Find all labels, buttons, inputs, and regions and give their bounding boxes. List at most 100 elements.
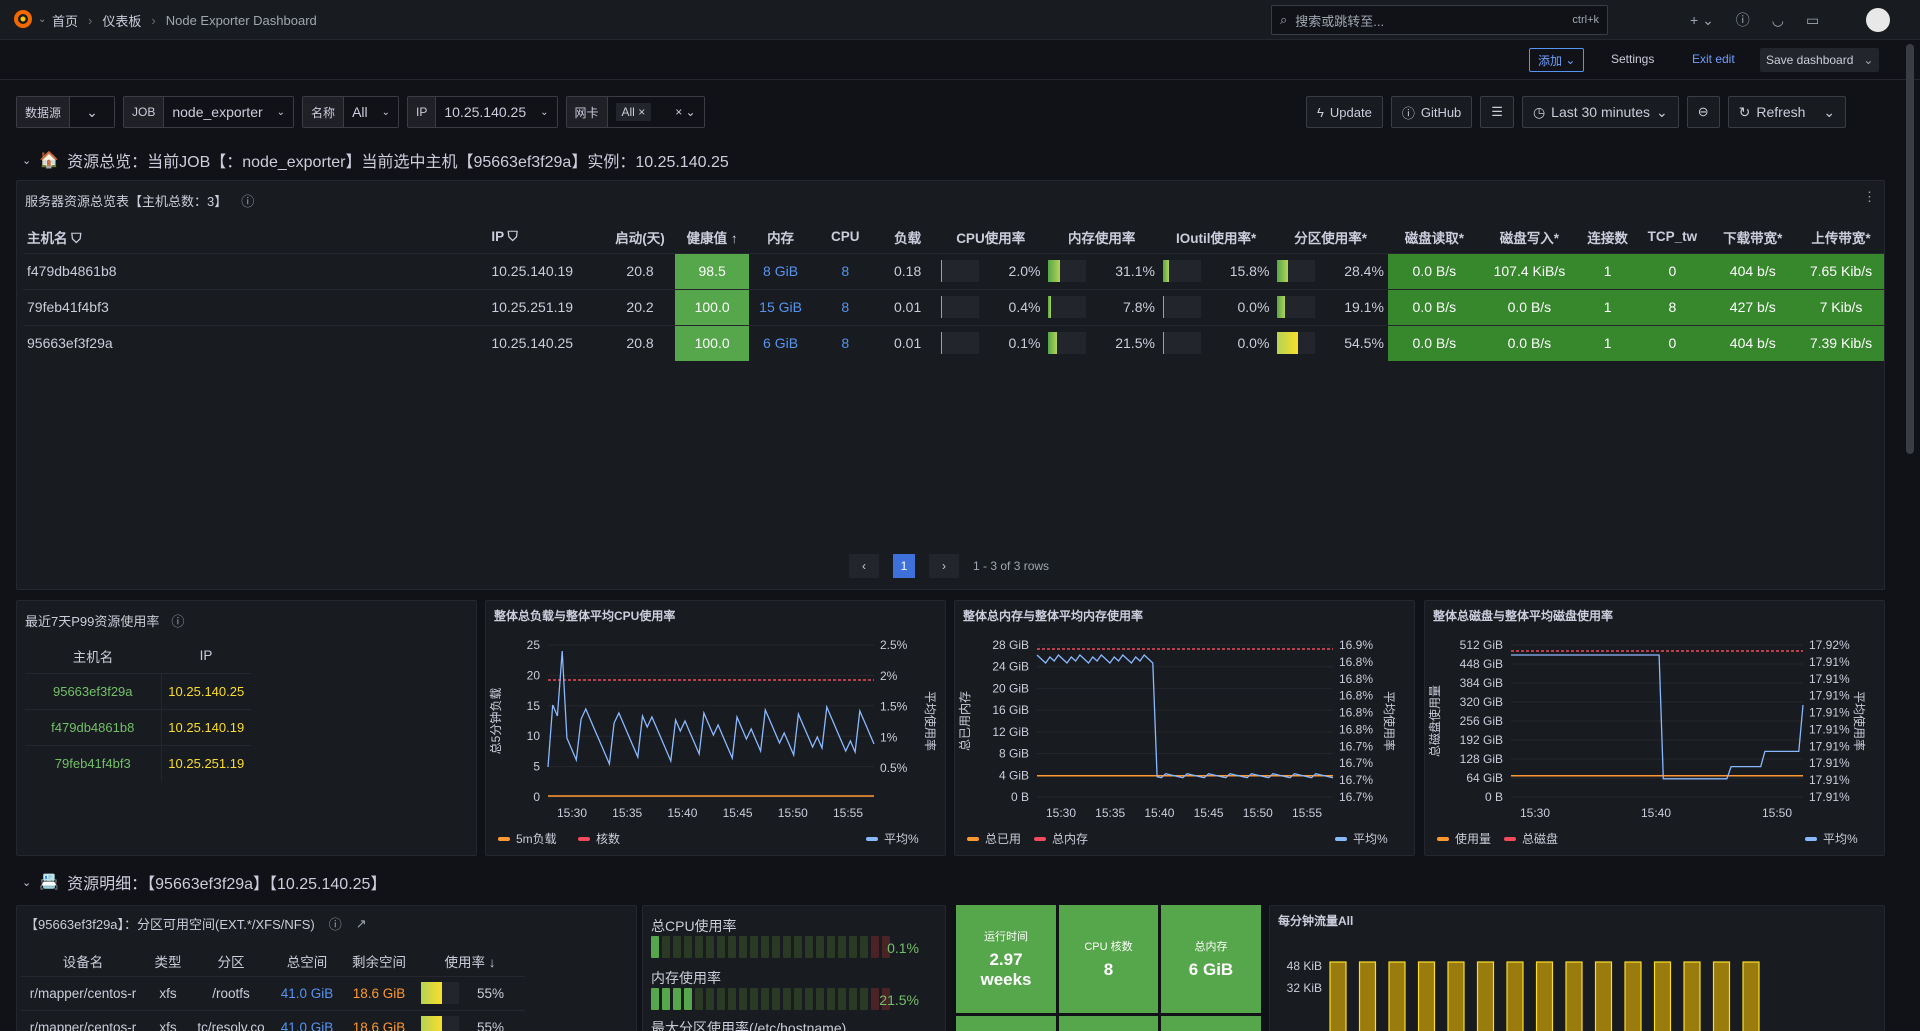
info-icon: ⓘ bbox=[171, 614, 185, 629]
gauge-segment bbox=[871, 936, 879, 958]
cell-mem_pct: 31.1% bbox=[1044, 252, 1159, 289]
y-left-tick: 64 GiB bbox=[1466, 771, 1503, 785]
github-button[interactable]: ⓘ GitHub bbox=[1390, 96, 1473, 128]
save-dashboard-button[interactable]: Save dashboard ⌄ bbox=[1760, 48, 1880, 72]
avatar[interactable] bbox=[1866, 8, 1890, 32]
row-overview[interactable]: ⌄ 🏠 资源总览：当前JOB【：node_exporter】当前选中主机【956… bbox=[22, 148, 729, 172]
y-left-label: 总磁盘使用量 bbox=[1427, 685, 1442, 757]
gauge-segment bbox=[794, 936, 802, 958]
x-tick: 15:55 bbox=[833, 806, 863, 820]
var-job[interactable]: JOB node_exporter ⌄ bbox=[123, 96, 295, 128]
y-left-tick: 5 bbox=[533, 760, 540, 774]
help-icon[interactable]: ⓘ bbox=[1735, 12, 1750, 28]
cell-ip: 10.25.140.25 bbox=[487, 324, 605, 361]
cell-write: 107.4 KiB/s bbox=[1480, 252, 1579, 289]
gauge-segment bbox=[761, 936, 769, 958]
traffic-bar bbox=[1447, 961, 1465, 1031]
p99-header-ip: IP bbox=[199, 648, 213, 664]
gauge-segment bbox=[706, 988, 714, 1010]
part-cell-1: xfs bbox=[145, 1009, 191, 1031]
y-left-tick: 28 GiB bbox=[992, 638, 1029, 652]
part-col-3: 总空间 bbox=[286, 954, 328, 970]
col-header-4: 内存 bbox=[767, 230, 795, 246]
scrollbar[interactable] bbox=[1906, 44, 1914, 454]
var-ip[interactable]: IP 10.25.140.25 ⌄ bbox=[407, 96, 558, 128]
refresh-button[interactable]: ↻ Refresh ⌄ bbox=[1727, 96, 1847, 128]
gauge-segment bbox=[882, 988, 890, 1010]
x-tick: 15:50 bbox=[778, 806, 808, 820]
gauge-segment bbox=[662, 936, 670, 958]
legend-label: 总磁盘 bbox=[1522, 831, 1558, 846]
y-left-tick: 20 bbox=[527, 668, 541, 682]
row-detail[interactable]: ⌄ 📇 资源明细：【95663ef3f29a】【10.25.140.25】 bbox=[22, 870, 386, 894]
search-input[interactable]: ⌕ 搜索或跳转至... ctrl+k bbox=[1271, 5, 1608, 35]
legend-label: 核数 bbox=[596, 831, 620, 846]
col-header-14: TCP_tw bbox=[1647, 229, 1698, 245]
var-nic[interactable]: 网卡 All × × ⌄ bbox=[565, 96, 705, 128]
part-cell-1: xfs bbox=[145, 975, 191, 1010]
gauge-bar bbox=[940, 260, 979, 282]
menu-button[interactable]: ☰ bbox=[1480, 96, 1514, 128]
cell-down: 404 b/s bbox=[1707, 324, 1798, 361]
breadcrumb-current: Node Exporter Dashboard bbox=[165, 13, 317, 28]
add-button[interactable]: 添加 ⌄ bbox=[1529, 48, 1585, 72]
y-right-tick: 16.9% bbox=[1339, 638, 1373, 652]
zoom-out-button[interactable]: ⊖ bbox=[1686, 96, 1720, 128]
y-right-tick: 17.91% bbox=[1809, 722, 1850, 736]
dock-icon[interactable]: ▭ bbox=[1806, 11, 1820, 28]
gauge-bar bbox=[1277, 260, 1316, 282]
settings-button[interactable]: Settings bbox=[1611, 52, 1655, 66]
traffic-bar bbox=[1742, 961, 1760, 1031]
gauge-bar bbox=[421, 982, 459, 1004]
legend-label: 平均% bbox=[1823, 832, 1858, 846]
legend-swatch bbox=[578, 837, 590, 841]
cell-io_pct: 0.0% bbox=[1158, 288, 1274, 325]
cell-ip: 10.25.140.19 bbox=[161, 708, 251, 745]
update-button[interactable]: ϟ Update bbox=[1306, 96, 1383, 128]
var-name[interactable]: 名称 All ⌄ bbox=[302, 96, 400, 128]
gauge-bar bbox=[1162, 296, 1201, 318]
part-col-2: 分区 bbox=[217, 954, 245, 970]
y-right-tick: 2.5% bbox=[880, 638, 908, 652]
x-tick: 15:35 bbox=[1095, 806, 1125, 820]
prev-page-button[interactable]: ‹ bbox=[849, 554, 879, 578]
y-right-tick: 17.92% bbox=[1809, 638, 1850, 652]
grafana-logo[interactable]: ⌄ bbox=[12, 8, 46, 30]
cpu-gauge-value: 0.1% bbox=[887, 940, 919, 956]
traffic-bar bbox=[1594, 961, 1613, 1031]
cell-cpu_pct: 2.0% bbox=[936, 252, 1045, 289]
next-page-button[interactable]: › bbox=[929, 554, 959, 578]
traffic-bar bbox=[1565, 961, 1583, 1031]
home-emoji-icon: 🏠 bbox=[39, 152, 60, 169]
p99-panel: 最近7天P99资源使用率 ⓘ 主机名 IP 95663ef3f29a 10.25.14… bbox=[16, 600, 477, 856]
rss-icon[interactable]: ◡ bbox=[1771, 11, 1785, 28]
gauge-segment bbox=[739, 936, 747, 958]
new-plus-icon[interactable]: + ⌄ bbox=[1690, 11, 1714, 28]
x-tick: 15:40 bbox=[1641, 806, 1671, 820]
var-datasource[interactable]: 数据源 ⌄ bbox=[16, 96, 116, 128]
table-row: 95663ef3f29a 10.25.140.25 20.8 100.0 6 GiB 8 0… bbox=[23, 324, 1884, 361]
gauge-segment bbox=[651, 936, 659, 958]
cell-write: 0.0 B/s bbox=[1480, 324, 1579, 361]
time-picker[interactable]: ◷ Last 30 minutes ⌄ bbox=[1521, 96, 1679, 128]
cell-cpu_pct: 0.1% bbox=[936, 324, 1045, 361]
exit-edit-button[interactable]: Exit edit bbox=[1692, 52, 1735, 66]
y-left-tick: 20 GiB bbox=[992, 681, 1029, 695]
traffic-bar bbox=[1358, 961, 1377, 1031]
cell-io_pct: 0.0% bbox=[1158, 324, 1274, 361]
breadcrumb-home[interactable]: 首页 bbox=[52, 14, 79, 29]
partition-panel: 【95663ef3f29a】：分区可用空间(EXT.*/XFS/NFS) ⓘ ↗ 设… bbox=[16, 905, 637, 1031]
breadcrumb-dashboards[interactable]: 仪表板 bbox=[102, 14, 142, 29]
traffic-bar bbox=[1683, 961, 1701, 1031]
col-header-6: 负载 bbox=[894, 230, 922, 246]
chart-load-panel: 整体总负载与整体平均CPU使用率 0 5 10 15 20 25 0.5% 1% 1.5% 2% 2.… bbox=[485, 600, 946, 856]
col-header-9: IOutil使用率* bbox=[1176, 230, 1257, 246]
traffic-bar bbox=[1506, 961, 1524, 1031]
panel-menu-icon[interactable]: ⋮ bbox=[1863, 189, 1876, 204]
gauge-segment bbox=[761, 988, 769, 1010]
page-1-button[interactable]: 1 bbox=[893, 554, 915, 578]
cpu-gauge-bar bbox=[651, 936, 893, 961]
stat-tile-row2-b bbox=[1059, 1016, 1158, 1031]
stat-tile-row2-c bbox=[1161, 1016, 1261, 1031]
col-header-12: 磁盘写入* bbox=[1499, 230, 1560, 246]
